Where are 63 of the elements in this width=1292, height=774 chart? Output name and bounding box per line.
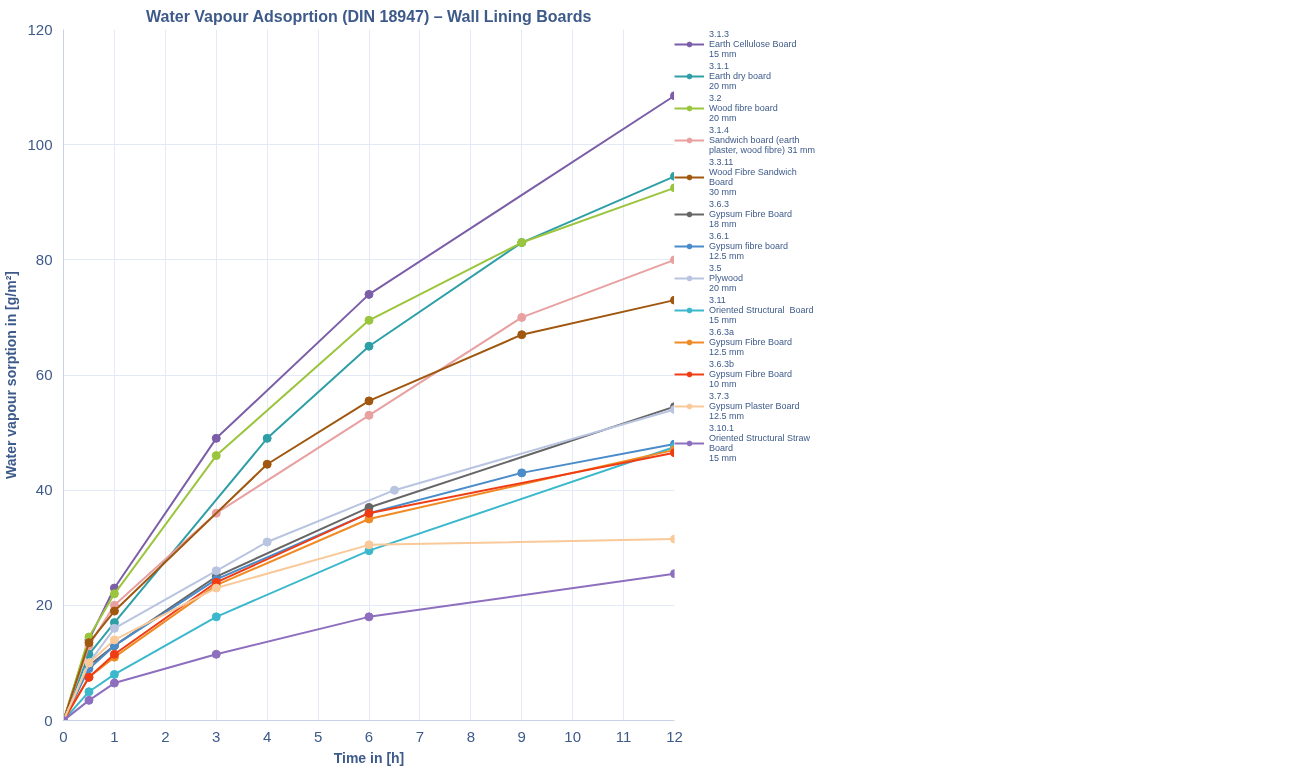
y-tick-label: 0: [44, 711, 53, 729]
point: [109, 606, 119, 616]
point: [262, 537, 272, 547]
point: [364, 396, 374, 406]
x-tick-label: 7: [415, 727, 425, 745]
x-tick-label: 10: [564, 727, 582, 745]
x-tick-label: 2: [161, 727, 170, 745]
y-tick-label: 80: [35, 250, 53, 268]
point: [364, 315, 374, 325]
y-axis-title: Water vapour sorption in [g/m²]: [3, 271, 20, 479]
legend-label: 3.7.3 Gypsum Plaster Board 12.5 mm: [709, 391, 800, 421]
point: [517, 330, 527, 340]
point: [84, 687, 94, 697]
legend-label: 3.6.3a Gypsum Fibre Board 12.5 mm: [709, 327, 793, 357]
x-tick-label: 0: [59, 727, 68, 745]
point: [109, 669, 119, 679]
x-tick-label: 11: [615, 727, 632, 745]
point: [517, 312, 527, 322]
point: [211, 451, 221, 461]
legend-label: 3.5 Plywood 20 mm: [709, 263, 744, 293]
legend-label: 3.10.1 Oriented Structural Straw Board 15 mm: [709, 423, 811, 463]
x-tick-label: 5: [313, 727, 323, 745]
point: [84, 695, 94, 705]
point: [109, 589, 119, 599]
point: [389, 485, 399, 495]
point: [364, 410, 374, 420]
point: [262, 433, 272, 443]
point: [364, 540, 374, 550]
legend-label: 3.1.4 Sandwich board (earth plaster, wood fibre) 31 mm: [709, 125, 816, 155]
legend-label: 3.6.3b Gypsum Fibre Board 10 mm: [709, 359, 793, 389]
point: [364, 612, 374, 622]
point: [211, 433, 221, 443]
x-tick-label: 12: [666, 727, 683, 745]
point: [262, 459, 272, 469]
x-tick-label: 1: [110, 727, 119, 745]
legend-label: 3.1.3 Earth Cellulose Board 15 mm: [709, 29, 797, 59]
x-tick-label: 4: [263, 727, 272, 745]
y-tick-label: 120: [27, 20, 53, 38]
y-tick-label: 40: [35, 481, 53, 499]
point: [211, 612, 221, 622]
point: [211, 649, 221, 659]
y-tick-label: 60: [35, 366, 53, 383]
x-tick-label: 6: [364, 727, 374, 745]
legend-label: 3.3.11 Wood Fibre Sandwich Board 30 mm: [709, 157, 797, 197]
point: [211, 566, 221, 576]
point: [109, 678, 119, 688]
point: [109, 635, 119, 645]
legend-label: 3.1.1 Earth dry board 20 mm: [709, 61, 772, 91]
x-tick-label: 9: [517, 727, 526, 745]
chart-title: Water Vapour Adsoprtion (DIN 18947) – Wall Lining Boards: [146, 7, 592, 25]
legend-label: 3.6.3 Gypsum Fibre Board 18 mm: [709, 199, 793, 229]
legend-label: 3.2 Wood fibre board 20 mm: [709, 93, 778, 123]
y-tick-label: 20: [35, 596, 53, 614]
legend-label: 3.6.1 Gypsum fibre board 12.5 mm: [709, 231, 789, 261]
point: [364, 341, 374, 351]
x-axis-title: Time in [h]: [333, 749, 405, 766]
legend-label: 3.11 Oriented Structural Board 15 mm: [709, 295, 814, 325]
x-tick-label: 3: [212, 727, 221, 745]
y-tick-label: 100: [27, 135, 53, 153]
point: [364, 289, 374, 299]
x-tick-label: 8: [466, 727, 476, 745]
point: [517, 468, 527, 478]
point: [109, 623, 119, 633]
